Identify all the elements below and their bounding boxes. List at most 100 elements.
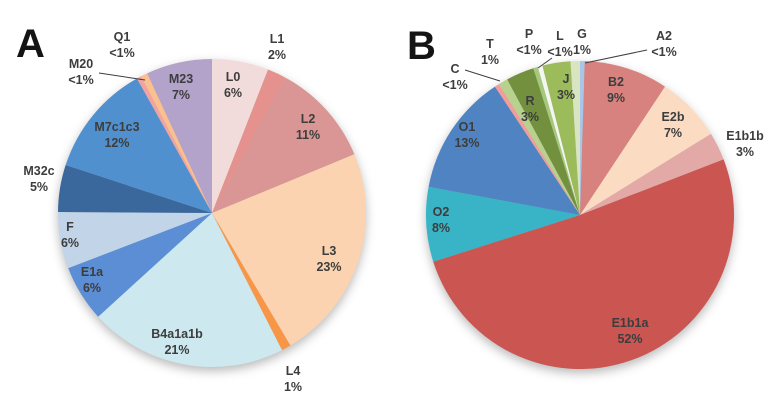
pie-A-label-L4: L4 1% bbox=[284, 364, 302, 395]
slice-percent: 6% bbox=[60, 235, 80, 250]
pie-B-label-G: G 1% bbox=[573, 27, 591, 58]
slice-percent: 5% bbox=[29, 179, 49, 194]
pie-B-leader-line-1 bbox=[537, 57, 553, 69]
slice-name: F bbox=[66, 220, 74, 234]
slice-percent: 52% bbox=[617, 331, 643, 346]
pie-A-slice-M32c bbox=[58, 165, 212, 213]
slice-name: P bbox=[524, 27, 534, 41]
slice-name: A2 bbox=[656, 29, 672, 43]
pie-A-label-M32c: M32c 5% bbox=[23, 164, 54, 195]
pie-A-slice-M23 bbox=[147, 59, 212, 213]
slice-percent: 1% bbox=[480, 52, 500, 67]
slice-percent: 21% bbox=[164, 342, 190, 357]
pie-B-slice-A2 bbox=[580, 60, 585, 215]
slice-percent: 2% bbox=[267, 47, 287, 62]
pie-A-slice-M7c1c3 bbox=[65, 78, 212, 213]
pie-A-slice-M20 bbox=[136, 76, 212, 214]
pie-B-slice-O1 bbox=[428, 86, 580, 215]
pie-A-label-M7c1c3: M7c1c3 12% bbox=[94, 120, 139, 151]
slice-percent: 7% bbox=[663, 125, 683, 140]
slice-name: O2 bbox=[432, 205, 450, 219]
slice-name: T bbox=[486, 37, 494, 51]
slice-percent: 1% bbox=[283, 379, 303, 394]
slice-percent: <1% bbox=[109, 45, 135, 60]
pie-A-label-L1: L1 2% bbox=[268, 32, 286, 63]
slice-percent: 8% bbox=[431, 220, 451, 235]
pie-A-label-M20: M20 <1% bbox=[68, 57, 93, 88]
pie-B-label-T: T 1% bbox=[481, 37, 499, 68]
slice-percent: 3% bbox=[735, 144, 755, 159]
slice-name: B2 bbox=[608, 75, 624, 89]
slice-name: B4a1a1b bbox=[151, 327, 203, 341]
pie-A-slice-L0 bbox=[212, 58, 269, 213]
pie-B-slice-G bbox=[570, 60, 580, 215]
slice-name: C bbox=[450, 62, 460, 76]
slice-percent: 7% bbox=[171, 87, 191, 102]
pie-A-slice-B4a1a1b bbox=[98, 213, 283, 368]
pie-A-label-F: F 6% bbox=[61, 220, 79, 251]
pie-B-slice-O2 bbox=[425, 186, 580, 262]
pie-A-label-Q1: Q1 <1% bbox=[109, 30, 134, 61]
slice-percent: 9% bbox=[606, 90, 626, 105]
slice-name: M23 bbox=[168, 72, 194, 86]
pie-B-label-O2: O2 8% bbox=[432, 205, 450, 236]
slice-percent: <1% bbox=[547, 44, 573, 59]
slice-percent: 3% bbox=[556, 87, 576, 102]
pie-A-slice-Q1 bbox=[141, 73, 212, 213]
panel-b-letter: B bbox=[407, 24, 436, 68]
pie-B-label-O1: O1 13% bbox=[454, 120, 479, 151]
slice-name: L0 bbox=[225, 70, 241, 84]
pie-B-slice-J bbox=[542, 61, 580, 215]
pie-B-slice-B2 bbox=[580, 61, 666, 215]
slice-percent: 13% bbox=[454, 135, 480, 150]
slice-name: E1b1b bbox=[726, 129, 764, 143]
pie-A-label-M23: M23 7% bbox=[169, 72, 193, 103]
slice-percent: <1% bbox=[442, 77, 468, 92]
pie-B-leader-line-2 bbox=[584, 49, 648, 64]
pie-A-slice-E1a bbox=[68, 213, 212, 317]
pie-A-slice-L4 bbox=[212, 213, 291, 351]
pie-B-slice-E1b1a bbox=[433, 159, 735, 370]
slice-percent: <1% bbox=[68, 72, 94, 87]
panel-a-letter: A bbox=[16, 22, 45, 66]
pie-B-label-L: L <1% bbox=[547, 29, 572, 60]
slice-name: L3 bbox=[321, 244, 337, 258]
slice-name: L1 bbox=[269, 32, 285, 46]
pie-B-slice-P bbox=[533, 66, 580, 215]
pie-B-slice-C bbox=[494, 84, 580, 215]
pie-B-label-B2: B2 9% bbox=[607, 75, 625, 106]
slice-name: L bbox=[556, 29, 564, 43]
pie-B-leader-line-0 bbox=[464, 69, 501, 82]
slice-name: G bbox=[577, 27, 587, 41]
pie-B-slice-L bbox=[537, 65, 580, 216]
pie-A-label-L0: L0 6% bbox=[224, 70, 242, 101]
slice-percent: <1% bbox=[651, 44, 677, 59]
pie-B-label-A2: A2 <1% bbox=[651, 29, 676, 60]
slice-name: J bbox=[562, 72, 570, 86]
pie-B-slice-R bbox=[507, 68, 580, 215]
slice-percent: 12% bbox=[104, 135, 130, 150]
pie-A-slice-L2 bbox=[212, 77, 355, 213]
slice-name: R bbox=[525, 94, 535, 108]
pie-B-label-R: R 3% bbox=[521, 94, 539, 125]
pie-B-slice-E2b bbox=[580, 86, 711, 215]
slice-percent: 11% bbox=[295, 127, 321, 142]
slice-percent: 3% bbox=[520, 109, 540, 124]
pie-A bbox=[57, 58, 366, 368]
slice-name: M20 bbox=[68, 57, 94, 71]
slice-name: E1b1a bbox=[611, 316, 649, 330]
slice-percent: <1% bbox=[516, 42, 542, 57]
pie-B-label-E1b1b: E1b1b 3% bbox=[726, 129, 764, 160]
slice-percent: 1% bbox=[572, 42, 592, 57]
slice-name: L4 bbox=[285, 364, 301, 378]
pie-B-label-J: J 3% bbox=[557, 72, 575, 103]
pie-B-slice-T bbox=[498, 79, 580, 215]
pie-A-label-E1a: E1a 6% bbox=[81, 265, 103, 296]
slice-name: Q1 bbox=[113, 30, 131, 44]
slice-name: M7c1c3 bbox=[94, 120, 140, 134]
slice-percent: 23% bbox=[316, 259, 342, 274]
slice-name: E1a bbox=[80, 265, 104, 279]
pie-A-label-L3: L3 23% bbox=[316, 244, 341, 275]
